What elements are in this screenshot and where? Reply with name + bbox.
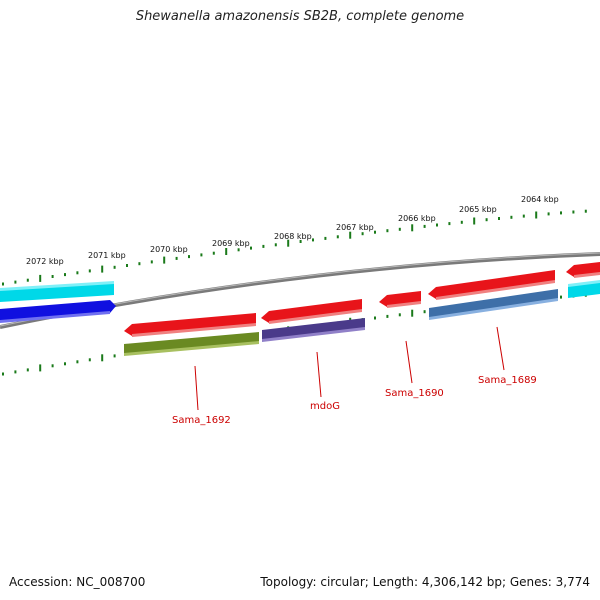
minor-tick (250, 246, 252, 250)
kbp-label: 2070 kbp (150, 245, 188, 254)
major-tick (535, 211, 538, 219)
minor-tick (498, 217, 500, 220)
kbp-label: 2066 kbp (398, 214, 436, 223)
major-tick (473, 217, 476, 225)
gene-label-sama-1692[interactable]: Sama_1692 (172, 415, 231, 426)
map-title: Shewanella amazonensis SB2B, complete ge… (135, 9, 465, 24)
minor-tick (324, 236, 327, 240)
minor-tick (547, 212, 550, 216)
minor-tick (522, 214, 525, 218)
major-tick (349, 231, 352, 239)
minor-tick (64, 362, 66, 366)
gene-label-mdog[interactable]: mdoG (310, 401, 340, 412)
gene-label-sama-1689[interactable]: Sama_1689 (478, 375, 537, 386)
minor-tick (423, 310, 426, 314)
gene-arrow-blue-left[interactable] (0, 300, 116, 323)
feature-block-purple[interactable] (262, 318, 365, 342)
minor-tick (374, 316, 376, 320)
minor-tick (64, 273, 66, 277)
minor-tick (584, 209, 587, 213)
gene-arrow-sama-1690[interactable] (379, 291, 421, 308)
leader-line (316, 351, 322, 398)
genome-stats-text: Topology: circular; Length: 4,306,142 bp… (260, 575, 590, 589)
minor-tick (88, 358, 91, 362)
minor-tick (274, 243, 277, 247)
feature-block-cyan-right-edge[interactable] (568, 280, 600, 298)
minor-tick (448, 222, 451, 226)
minor-tick (126, 264, 128, 267)
minor-tick (26, 278, 29, 282)
minor-tick (560, 295, 562, 299)
minor-tick (436, 223, 438, 227)
minor-tick (336, 235, 339, 239)
major-tick (163, 256, 166, 264)
feature-block-olive[interactable] (124, 332, 259, 356)
minor-tick (237, 248, 240, 252)
gene-arrow-sama-1689[interactable] (428, 270, 555, 300)
minor-tick (560, 211, 562, 215)
major-tick (225, 248, 228, 255)
kbp-label: 2068 kbp (274, 232, 312, 241)
gene-arrow-sama-1692[interactable] (124, 313, 256, 337)
minor-tick (2, 282, 4, 286)
major-tick (287, 239, 290, 247)
minor-tick (374, 230, 376, 234)
minor-tick (299, 240, 302, 243)
kbp-label: 2071 kbp (88, 251, 126, 260)
minor-tick (88, 269, 91, 273)
minor-tick (361, 232, 364, 236)
gene-label-sama-1690[interactable]: Sama_1690 (385, 388, 444, 399)
major-tick (411, 309, 414, 317)
gene-arrow-mdog[interactable] (261, 299, 362, 324)
minor-tick (138, 262, 141, 266)
minor-tick (175, 256, 178, 260)
minor-tick (398, 313, 401, 317)
gene-arrow-cyan-left[interactable] (0, 281, 114, 302)
minor-tick (386, 314, 389, 318)
major-tick (39, 364, 42, 372)
minor-tick (76, 360, 79, 364)
major-tick (101, 265, 104, 273)
leader-line (405, 340, 413, 384)
minor-tick (572, 210, 575, 214)
accession-text: Accession: NC_008700 (9, 575, 146, 589)
kbp-label: 2064 kbp (521, 195, 559, 204)
minor-tick (51, 275, 54, 278)
major-tick (411, 224, 414, 232)
minor-tick (460, 220, 463, 224)
minor-tick (2, 372, 4, 376)
major-tick (39, 274, 42, 282)
minor-tick (262, 244, 265, 248)
minor-tick (113, 354, 116, 358)
feature-block-steel-blue[interactable] (429, 289, 558, 320)
minor-tick (200, 253, 203, 257)
minor-tick (485, 218, 488, 222)
minor-tick (26, 368, 29, 372)
major-tick (101, 354, 104, 362)
minor-tick (14, 370, 17, 374)
minor-tick (76, 271, 79, 275)
minor-tick (212, 251, 215, 255)
minor-tick (423, 224, 426, 228)
minor-tick (398, 227, 401, 231)
gene-arrow-red-right-edge[interactable] (566, 262, 600, 278)
outer-tick-row (2, 209, 587, 286)
kbp-label: 2069 kbp (212, 239, 250, 248)
minor-tick (51, 364, 54, 368)
minor-tick (188, 255, 190, 259)
leader-line (194, 365, 199, 411)
kbp-label: 2067 kbp (336, 223, 374, 232)
minor-tick (150, 260, 153, 264)
minor-tick (510, 215, 513, 219)
kbp-label: 2072 kbp (26, 257, 64, 266)
minor-tick (113, 265, 116, 269)
leader-line (496, 326, 505, 371)
minor-tick (14, 280, 17, 284)
kbp-label: 2065 kbp (459, 205, 497, 214)
minor-tick (386, 229, 389, 233)
minor-tick (312, 238, 314, 242)
